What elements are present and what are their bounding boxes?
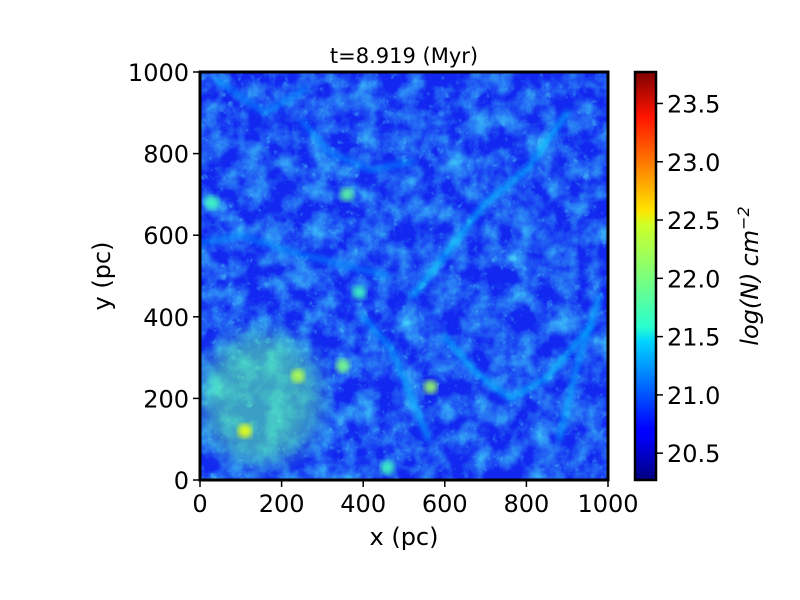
y-axis: 0 200 400 600 800 1000 — [128, 59, 200, 495]
x-tick-label: 0 — [192, 490, 207, 518]
y-tick-label: 1000 — [128, 59, 189, 87]
filament-14 — [556, 293, 603, 442]
colorbar-label: log(N) cm−2 — [734, 206, 765, 345]
colorbar-tick-label: 22.5 — [667, 207, 720, 235]
filament-9 — [409, 110, 570, 299]
clump-8 — [352, 285, 367, 300]
y-tick-label: 400 — [143, 304, 189, 332]
clump-4 — [423, 379, 438, 394]
chart-title: t=8.919 (Myr) — [330, 44, 478, 68]
x-tick-label: 600 — [422, 490, 468, 518]
x-axis: 0 200 400 600 800 1000 — [192, 480, 639, 518]
colorbar-tick-label: 21.5 — [667, 324, 720, 352]
x-tick-label: 1000 — [577, 490, 638, 518]
filament-12 — [442, 322, 595, 401]
colorbar-tick-label: 20.5 — [667, 440, 720, 468]
colorbar: 20.5 21.0 21.5 22.0 22.5 23.0 23.5 — [633, 70, 720, 482]
filament-13 — [299, 118, 415, 173]
colorbar-label-quantity: log(N) — [736, 272, 764, 345]
colorbar-ticks: 20.5 21.0 21.5 22.0 22.5 23.0 23.5 — [656, 90, 720, 468]
filament-11 — [200, 232, 391, 279]
y-tick-label: 600 — [143, 222, 189, 250]
clump-7 — [380, 460, 395, 475]
colorbar-tick-label: 23.0 — [667, 149, 720, 177]
y-tick-label: 200 — [143, 385, 189, 413]
x-tick-label: 800 — [503, 490, 549, 518]
y-tick-label: 0 — [174, 467, 189, 495]
filament-15 — [213, 77, 309, 116]
colorbar-tick-label: 22.0 — [667, 265, 720, 293]
x-tick-label: 200 — [259, 490, 305, 518]
x-tick-label: 400 — [340, 490, 386, 518]
colorbar-tick-label: 23.5 — [667, 90, 720, 118]
clump-6 — [205, 195, 220, 210]
dense-region — [201, 333, 322, 464]
clump-3 — [335, 358, 350, 373]
colorbar-gradient — [633, 70, 658, 482]
colorbar-tick-label: 21.0 — [667, 382, 720, 410]
heatmap-features — [200, 77, 603, 475]
y-axis-label: y (pc) — [88, 242, 116, 311]
clump-2 — [290, 368, 305, 383]
x-axis-label: x (pc) — [370, 523, 439, 551]
heatmap-image — [200, 72, 608, 480]
clump-1 — [237, 424, 252, 439]
plot-frame — [198, 70, 610, 482]
y-tick-label: 800 — [143, 141, 189, 169]
filament-10 — [360, 314, 431, 442]
clump-5 — [339, 187, 354, 202]
colorbar-label-exponent: −2 — [734, 206, 753, 230]
colorbar-label-unit: cm — [736, 230, 764, 267]
